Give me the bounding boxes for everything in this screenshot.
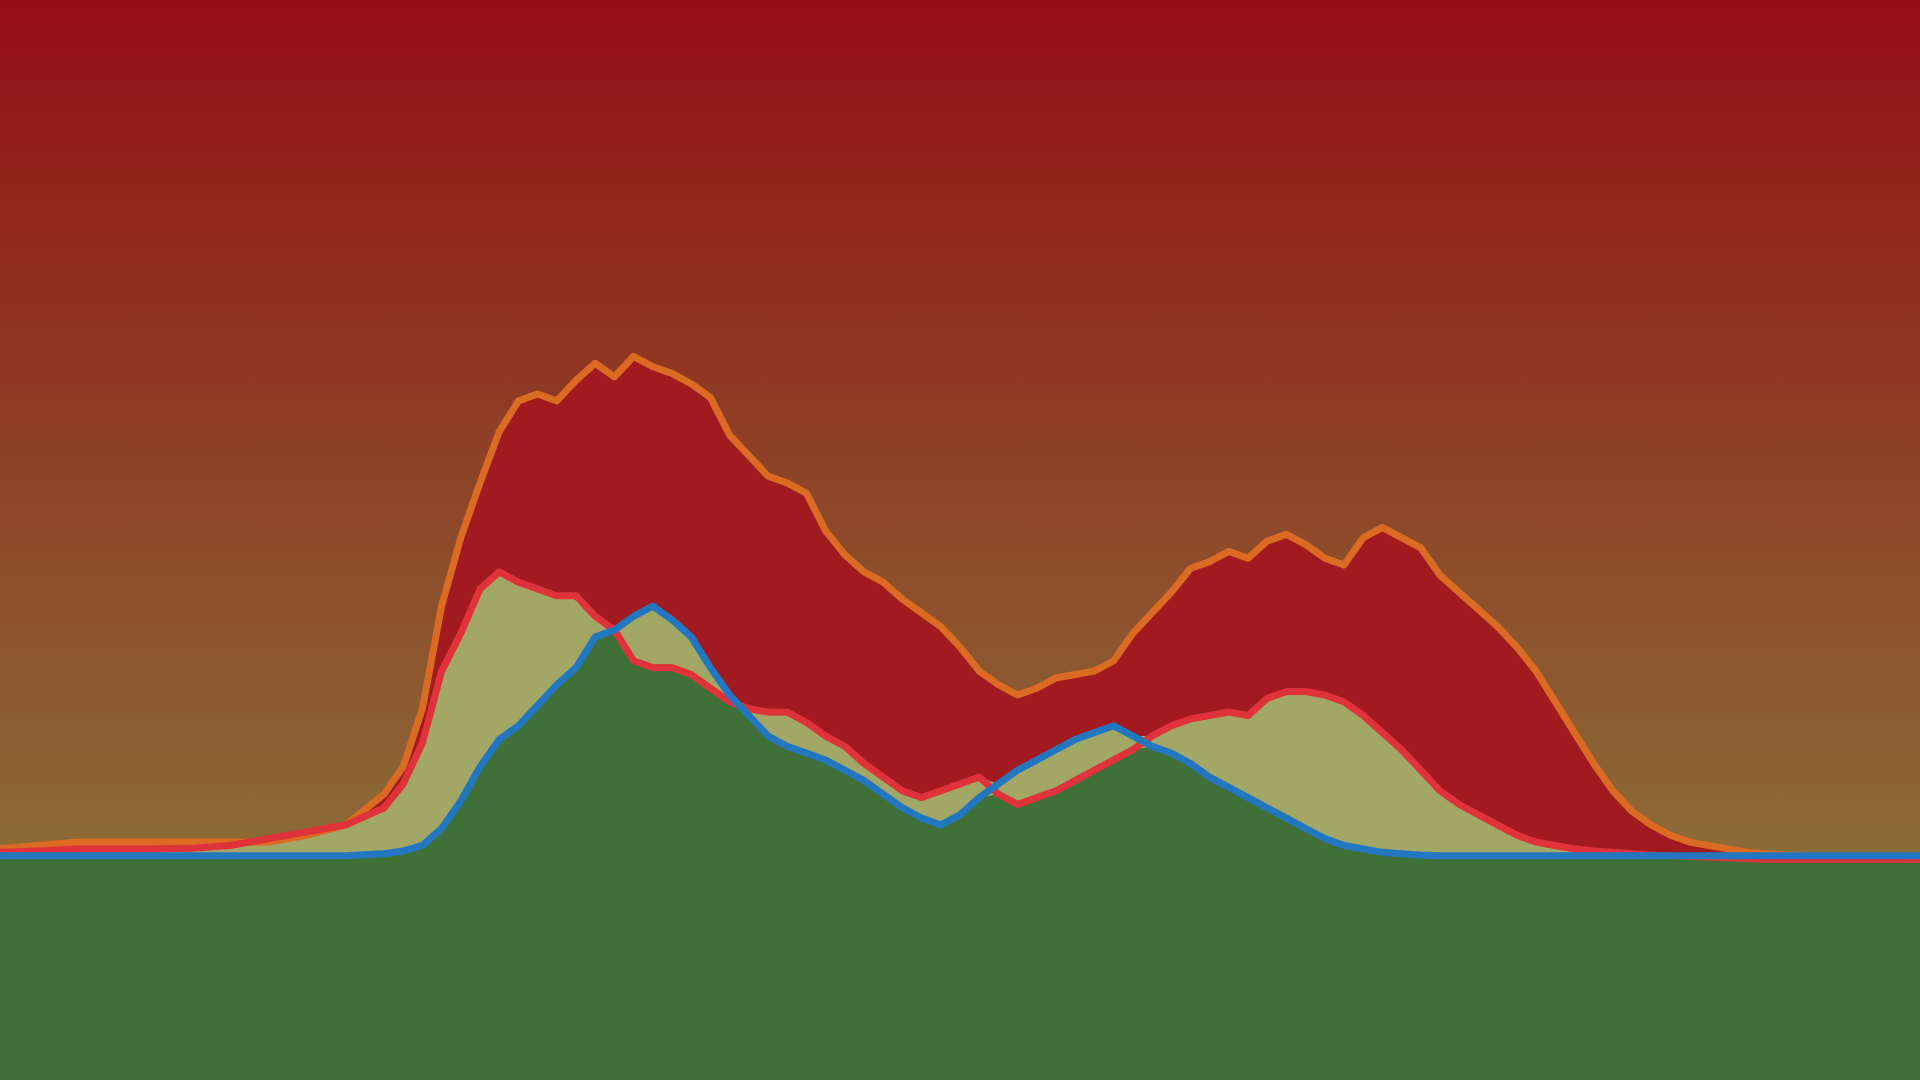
area-layer [0, 356, 1920, 1080]
green-area [0, 630, 1920, 1080]
blue-series-line [0, 602, 1920, 860]
olive-band-area [0, 571, 1920, 860]
orange-series-line [0, 352, 1920, 863]
line-layer [0, 352, 1920, 863]
red-band-area [0, 356, 1920, 860]
